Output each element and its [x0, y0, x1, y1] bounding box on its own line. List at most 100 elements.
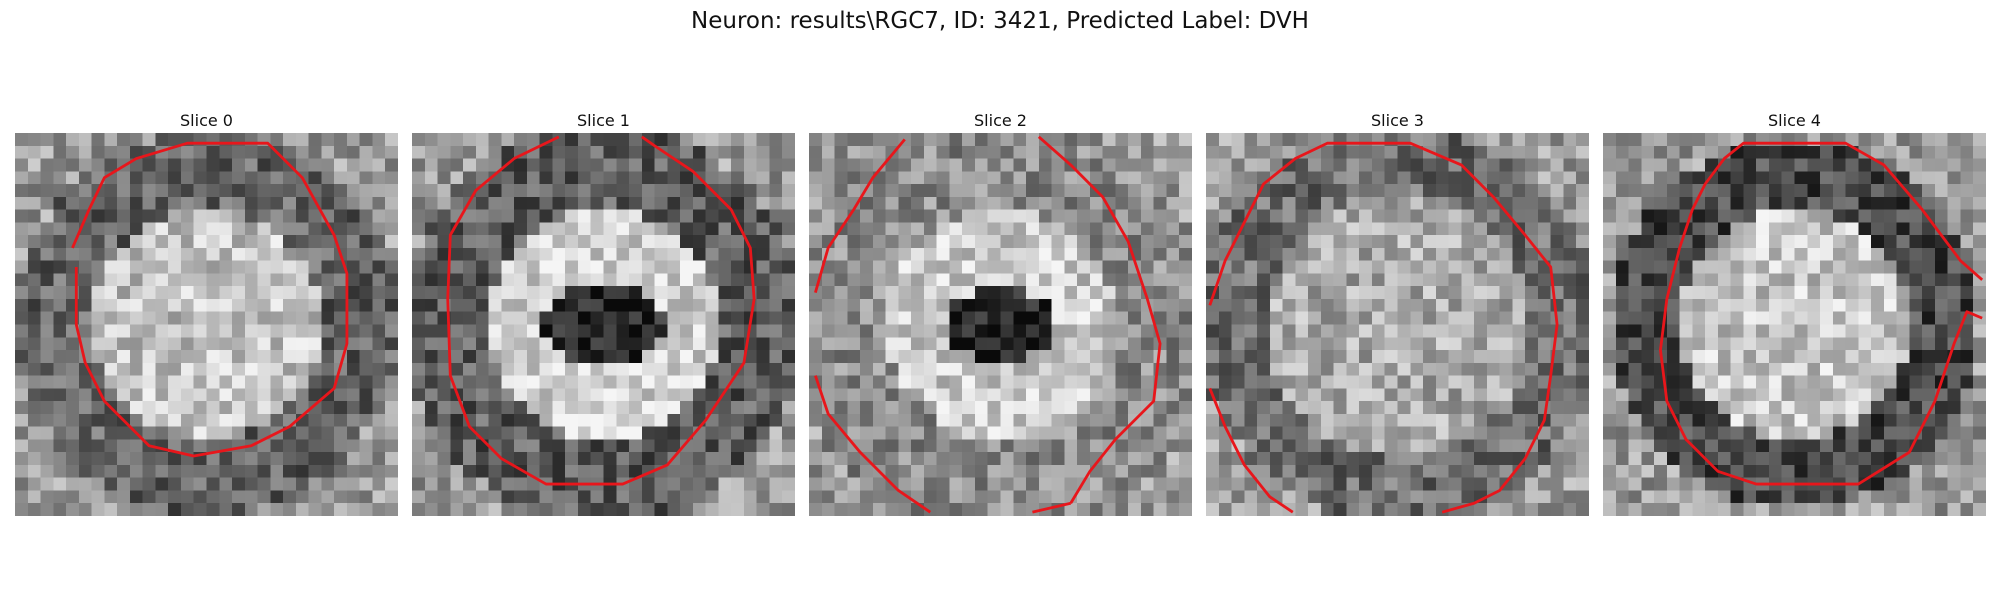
- image-pixel: [1397, 273, 1411, 287]
- image-pixel: [1320, 222, 1334, 236]
- image-pixel: [180, 350, 194, 364]
- image-pixel: [412, 439, 426, 453]
- image-pixel: [27, 145, 41, 159]
- image-pixel: [1410, 324, 1424, 338]
- image-pixel: [834, 247, 848, 261]
- image-pixel: [1026, 235, 1040, 249]
- image-pixel: [1474, 362, 1488, 376]
- image-pixel: [1257, 375, 1271, 389]
- image-pixel: [1537, 439, 1551, 453]
- image-pixel: [1308, 503, 1322, 516]
- image-pixel: [385, 401, 398, 415]
- image-pixel: [1973, 260, 1986, 274]
- image-pixel: [40, 439, 54, 453]
- image-pixel: [1346, 222, 1360, 236]
- image-pixel: [1077, 158, 1091, 172]
- image-pixel: [1628, 184, 1642, 198]
- image-pixel: [1038, 184, 1052, 198]
- image-pixel: [321, 184, 335, 198]
- image-pixel: [1179, 375, 1192, 389]
- image-pixel: [129, 490, 143, 504]
- image-pixel: [1026, 375, 1040, 389]
- image-pixel: [1730, 324, 1744, 338]
- image-pixel: [847, 158, 861, 172]
- image-pixel: [437, 196, 451, 210]
- image-pixel: [731, 184, 745, 198]
- image-pixel: [1166, 311, 1180, 325]
- image-pixel: [53, 337, 67, 351]
- image-pixel: [270, 464, 284, 478]
- image-pixel: [1615, 298, 1629, 312]
- image-pixel: [91, 222, 105, 236]
- image-pixel: [40, 401, 54, 415]
- image-pixel: [860, 362, 874, 376]
- image-pixel: [1474, 401, 1488, 415]
- image-pixel: [463, 477, 477, 491]
- image-pixel: [1231, 464, 1245, 478]
- image-pixel: [1102, 375, 1116, 389]
- image-pixel: [1947, 145, 1961, 159]
- image-pixel: [731, 235, 745, 249]
- image-pixel: [565, 413, 579, 427]
- image-pixel: [809, 324, 823, 338]
- image-pixel: [539, 324, 553, 338]
- image-pixel: [860, 439, 874, 453]
- image-pixel: [1934, 158, 1948, 172]
- image-pixel: [1026, 184, 1040, 198]
- image-pixel: [718, 324, 732, 338]
- image-pixel: [346, 439, 360, 453]
- image-pixel: [1947, 413, 1961, 427]
- image-pixel: [1525, 362, 1539, 376]
- image-pixel: [1461, 337, 1475, 351]
- image-pixel: [1397, 158, 1411, 172]
- image-pixel: [1960, 375, 1974, 389]
- image-pixel: [692, 273, 706, 287]
- image-pixel: [769, 235, 783, 249]
- image-pixel: [603, 503, 617, 516]
- image-pixel: [1692, 490, 1706, 504]
- image-pixel: [219, 298, 233, 312]
- image-pixel: [270, 401, 284, 415]
- contour-line-1-0: [446, 135, 756, 486]
- image-pixel: [987, 350, 1001, 364]
- image-pixel: [1486, 222, 1500, 236]
- image-pixel: [27, 133, 41, 147]
- image-pixel: [463, 260, 477, 274]
- image-pixel: [117, 171, 131, 185]
- image-pixel: [1973, 298, 1986, 312]
- image-pixel: [1231, 298, 1245, 312]
- image-pixel: [1525, 145, 1539, 159]
- image-pixel: [424, 477, 438, 491]
- image-pixel: [1679, 490, 1693, 504]
- image-pixel: [1448, 401, 1462, 415]
- image-pixel: [1499, 401, 1513, 415]
- image-pixel: [437, 362, 451, 376]
- image-pixel: [91, 337, 105, 351]
- image-pixel: [1140, 439, 1154, 453]
- image-pixel: [104, 452, 118, 466]
- image-pixel: [1576, 362, 1589, 376]
- image-pixel: [1781, 439, 1795, 453]
- image-pixel: [1179, 171, 1192, 185]
- image-pixel: [809, 311, 823, 325]
- image-pixel: [1768, 145, 1782, 159]
- image-pixel: [821, 464, 835, 478]
- image-pixel: [692, 133, 706, 147]
- image-pixel: [346, 477, 360, 491]
- image-pixel: [898, 503, 912, 516]
- image-pixel: [1423, 388, 1437, 402]
- image-pixel: [1231, 145, 1245, 159]
- image-pixel: [936, 375, 950, 389]
- image-pixel: [1384, 298, 1398, 312]
- image-pixel: [1282, 452, 1296, 466]
- image-pixel: [412, 350, 426, 364]
- image-pixel: [974, 503, 988, 516]
- image-pixel: [834, 337, 848, 351]
- image-pixel: [1832, 362, 1846, 376]
- image-pixel: [1705, 222, 1719, 236]
- image-pixel: [1973, 388, 1986, 402]
- image-pixel: [1550, 273, 1564, 287]
- image-pixel: [412, 337, 426, 351]
- image-pixel: [629, 222, 643, 236]
- image-pixel: [1537, 171, 1551, 185]
